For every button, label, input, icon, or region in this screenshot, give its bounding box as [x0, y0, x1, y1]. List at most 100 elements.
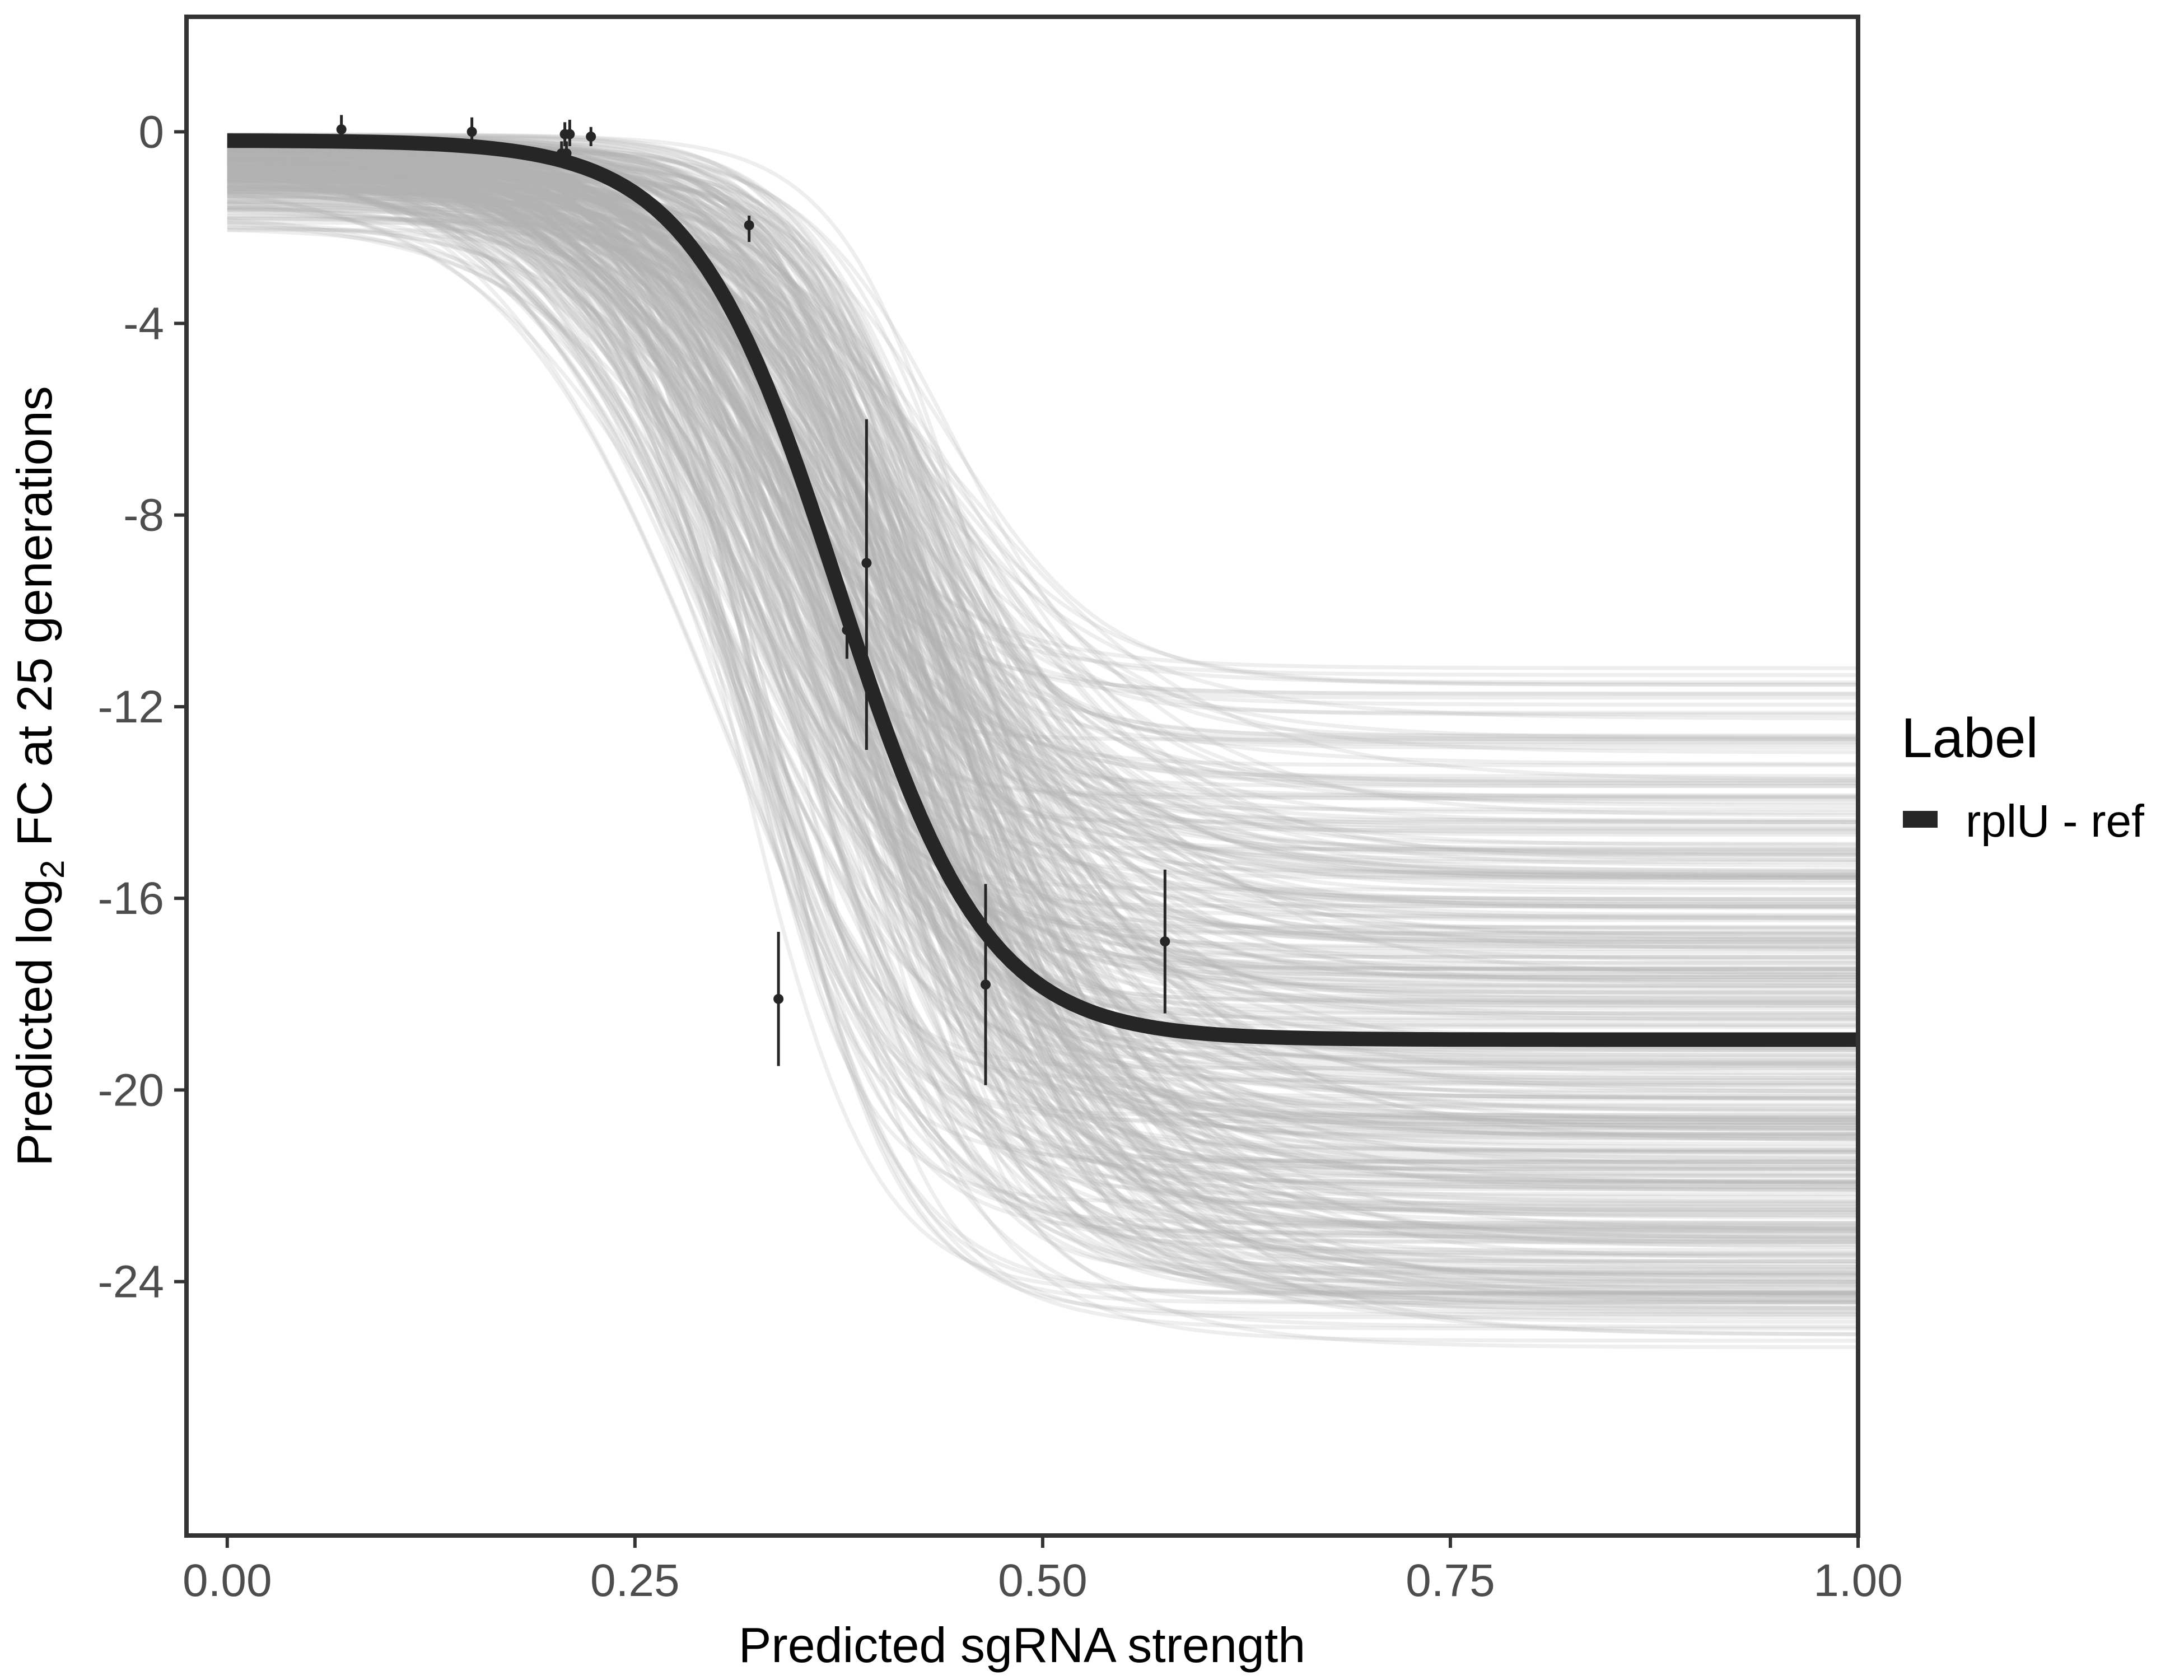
posterior-draw-curve — [227, 175, 1858, 1141]
posterior-draw-curve — [227, 134, 1858, 715]
y-tick-label: -8 — [123, 490, 164, 541]
posterior-draw-curve — [227, 157, 1858, 1297]
posterior-draw-curve — [227, 179, 1858, 1178]
posterior-draw-curve — [227, 169, 1858, 941]
posterior-draw-curve — [227, 150, 1858, 1121]
observation-point — [466, 127, 477, 137]
posterior-draw-curve — [227, 166, 1858, 1098]
y-tick-label: -24 — [97, 1257, 164, 1308]
posterior-draw-curve — [227, 162, 1858, 1185]
posterior-draw-curve — [227, 158, 1858, 1177]
posterior-draw-curve — [227, 157, 1858, 670]
posterior-draw-curve — [227, 164, 1858, 988]
posterior-draw-curve — [227, 142, 1858, 1131]
posterior-draw-curve — [227, 134, 1858, 980]
posterior-draw-curve — [227, 160, 1858, 1114]
posterior-draw-curve — [227, 150, 1858, 1240]
posterior-draw-curve — [227, 173, 1858, 1256]
posterior-draw-curve — [227, 165, 1858, 1269]
posterior-draw-curve — [227, 217, 1858, 799]
posterior-draw-curve — [227, 153, 1858, 687]
posterior-draw-curve — [227, 172, 1858, 1233]
posterior-draw-curve — [227, 141, 1858, 1244]
posterior-draw-curve — [227, 148, 1858, 685]
x-tick-label: 0.75 — [1406, 1555, 1495, 1606]
posterior-draw-curve — [227, 151, 1858, 1343]
posterior-draw-curve — [227, 139, 1858, 931]
posterior-draw-curve — [227, 145, 1858, 1062]
posterior-draw-curve — [227, 158, 1858, 1155]
posterior-draw-curve — [227, 186, 1858, 1085]
posterior-draw-curve — [227, 139, 1858, 1076]
posterior-draw-curve — [227, 151, 1858, 1093]
posterior-draw-curve — [227, 190, 1858, 1080]
posterior-draw-curve — [227, 177, 1858, 745]
posterior-draw-curve — [227, 155, 1858, 1000]
posterior-draw-curve — [227, 161, 1858, 1231]
posterior-draw-curve — [227, 196, 1858, 1228]
posterior-draw-curve — [227, 161, 1858, 1300]
posterior-draw-curve — [227, 142, 1858, 1350]
posterior-draw-curve — [227, 133, 1858, 970]
posterior-draw-curve — [227, 155, 1858, 974]
posterior-draw-curve — [227, 152, 1858, 1121]
posterior-draw-curve — [227, 171, 1858, 815]
posterior-draw-curve — [227, 144, 1858, 1152]
posterior-draw-curve — [227, 216, 1858, 1273]
posterior-draw-curve — [227, 169, 1858, 847]
posterior-draw-curve — [227, 151, 1858, 1124]
posterior-draw-curve — [227, 141, 1858, 1211]
posterior-draw-curve — [227, 150, 1858, 930]
posterior-draw-curve — [227, 179, 1858, 1100]
plot-panel-border — [184, 15, 1860, 1538]
posterior-draw-curve — [227, 133, 1858, 974]
posterior-draw-curve — [227, 157, 1858, 877]
posterior-draw-curve — [227, 216, 1858, 923]
y-axis-title-prefix: Predicted log — [7, 879, 62, 1166]
posterior-draw-curve — [227, 141, 1858, 1169]
y-axis: 0 -4 -8 -12 -16 -20 -24 — [97, 106, 186, 1308]
observation-point — [773, 993, 784, 1004]
posterior-draw-curve — [227, 141, 1858, 880]
posterior-draw-curve — [227, 190, 1858, 1111]
posterior-draw-curve — [227, 153, 1858, 1184]
posterior-draw-curve — [227, 204, 1858, 935]
posterior-draw-curve — [227, 165, 1858, 1295]
posterior-draw-curve — [227, 165, 1858, 944]
posterior-draw-curve — [227, 156, 1858, 1295]
posterior-draw-curve — [227, 155, 1858, 1309]
posterior-draw-curve — [227, 178, 1858, 1146]
posterior-draw-curve — [227, 142, 1858, 831]
posterior-draw-curve — [227, 133, 1858, 1152]
posterior-draw-curve — [227, 144, 1858, 1154]
posterior-draw-curve — [227, 178, 1858, 1050]
posterior-draw-curve — [227, 180, 1858, 1017]
posterior-draw-curve — [227, 150, 1858, 1175]
posterior-draw-curve — [227, 185, 1858, 878]
posterior-draw-curve — [227, 174, 1858, 1008]
posterior-draw-curve — [227, 144, 1858, 960]
x-axis: 0.00 0.25 0.50 0.75 1.00 — [183, 1536, 1903, 1606]
posterior-draw-curve — [227, 227, 1858, 1057]
posterior-draw-curve — [227, 142, 1858, 1100]
posterior-draw-curve — [227, 139, 1858, 1233]
posterior-draw-curve — [227, 170, 1858, 880]
posterior-draw-curve — [227, 132, 1858, 783]
x-axis-title: Predicted sgRNA strength — [739, 1617, 1306, 1673]
posterior-draw-curve — [227, 145, 1858, 824]
posterior-draw-curve — [227, 183, 1858, 782]
posterior-draw-curve — [227, 134, 1858, 1065]
posterior-draw-curve — [227, 180, 1858, 786]
posterior-draw-curve — [227, 159, 1858, 1284]
posterior-draw-curve — [227, 190, 1858, 1304]
posterior-draw-curve — [227, 146, 1858, 988]
posterior-draw-curve — [227, 147, 1858, 1005]
posterior-draw-curve — [227, 200, 1858, 1285]
posterior-draw-curve — [227, 166, 1858, 1142]
posterior-draw-curve — [227, 155, 1858, 788]
posterior-draw-curve — [227, 160, 1858, 977]
posterior-draw-curve — [227, 153, 1858, 1128]
posterior-draw-curve — [227, 162, 1858, 877]
posterior-draw-curve — [227, 166, 1858, 750]
posterior-draw-curve — [227, 160, 1858, 1093]
